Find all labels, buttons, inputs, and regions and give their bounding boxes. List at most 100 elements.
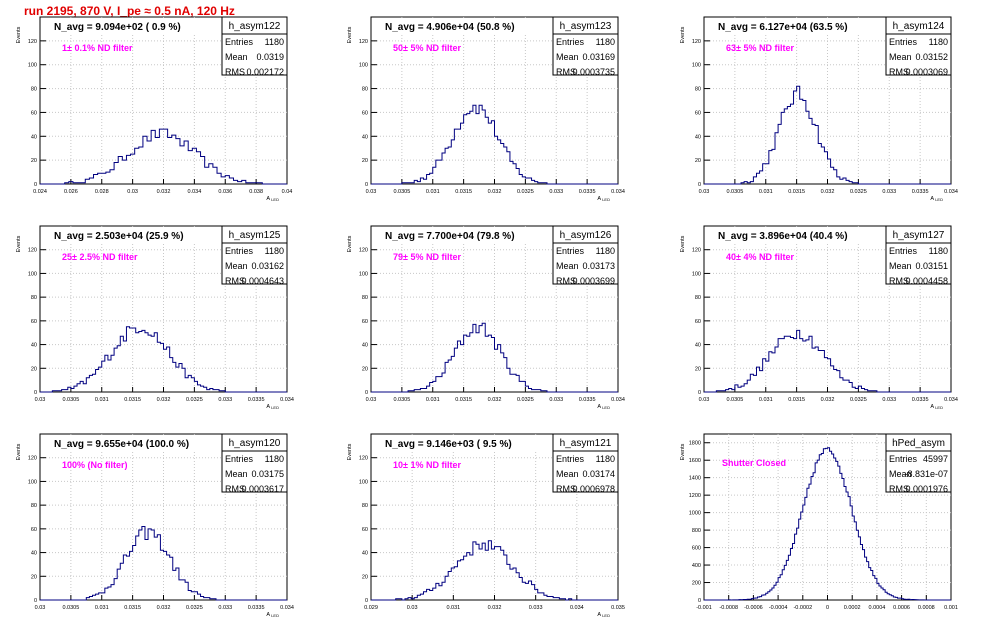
y-tick-label: 120 xyxy=(28,39,37,45)
navg-text: N_avg = 9.094e+02 ( 0.9 %) xyxy=(54,22,181,33)
y-tick-label: 60 xyxy=(362,319,368,325)
y-tick-label: 120 xyxy=(359,248,368,254)
x-tick-label: 0.0335 xyxy=(248,397,265,403)
stats-value-rms: 0.0006978 xyxy=(572,484,615,494)
y-tick-label: 80 xyxy=(362,87,368,93)
filter-annotation: 40± 4% ND filter xyxy=(726,252,794,262)
histogram-panel-h_asym125: 0.03 0.0305 0.031 0.0315 0.032 0.0325 0.033 0.0… xyxy=(16,225,294,410)
y-tick-label: 1600 xyxy=(689,458,701,464)
navg-box xyxy=(50,228,212,242)
x-tick-label: 0.0305 xyxy=(393,397,410,403)
stats-label-rms: RMS xyxy=(225,276,245,286)
x-axis-label: A LED xyxy=(597,196,610,202)
y-tick-label: 120 xyxy=(28,248,37,254)
stats-label-mean: Mean xyxy=(889,52,912,62)
histogram-panel-h_asym122: 0.024 0.026 0.028 0.03 0.032 0.034 0.036 0.038 0… xyxy=(16,16,293,202)
y-tick-label: 40 xyxy=(362,551,368,557)
y-tick-label: 0 xyxy=(365,182,368,188)
x-axis-label-sub: LED xyxy=(270,613,279,618)
x-axis-label-sub: LED xyxy=(934,405,943,410)
x-axis-label: A LED xyxy=(266,196,279,202)
stats-value-rms: 0.0003069 xyxy=(905,67,948,77)
y-tick-label: 1800 xyxy=(689,441,701,447)
stats-label-entries: Entries xyxy=(556,454,585,464)
stats-value-entries: 1180 xyxy=(596,37,615,47)
x-tick-label: 0.033 xyxy=(218,605,232,611)
histogram-panel-hPed_asym: -0.001 -0.0008 -0.0006 -0.0004 -0.0002 0 0.000… xyxy=(680,433,958,611)
x-tick-label: 0.034 xyxy=(944,397,958,403)
y-tick-label: 80 xyxy=(31,295,37,301)
stats-value-mean: -8.831e-07 xyxy=(904,469,948,479)
stats-box xyxy=(221,33,288,76)
stats-box xyxy=(221,242,288,285)
x-tick-label: 0.031 xyxy=(95,605,109,611)
stats-value-mean: 0.03151 xyxy=(915,261,948,271)
navg-box xyxy=(381,436,543,450)
stats-label-rms: RMS xyxy=(556,276,576,286)
y-tick-label: 20 xyxy=(695,366,701,372)
x-tick-label: 0.0006 xyxy=(893,605,910,611)
histogram-series-hPed_asym xyxy=(704,447,951,601)
stats-value-mean: 0.03175 xyxy=(251,469,284,479)
x-tick-label: 0.0315 xyxy=(455,397,472,403)
histogram-name: hPed_asym xyxy=(892,438,945,449)
stats-label-mean: Mean xyxy=(225,52,248,62)
y-tick-label: 80 xyxy=(31,87,37,93)
y-tick-label: 60 xyxy=(31,319,37,325)
x-tick-label: 0.0325 xyxy=(850,189,867,195)
x-tick-label: 0.031 xyxy=(759,397,773,403)
histogram-panel-h_asym126: 0.03 0.0305 0.031 0.0315 0.032 0.0325 0.033 0.0… xyxy=(347,225,625,410)
histogram-name: h_asym120 xyxy=(229,438,281,449)
stats-label-entries: Entries xyxy=(889,246,918,256)
y-axis-label: Events xyxy=(680,443,686,460)
x-tick-label: -0.001 xyxy=(696,605,712,611)
x-tick-label: 0.03 xyxy=(127,189,138,195)
x-tick-label: 0.03 xyxy=(366,397,377,403)
x-axis-label-sub: LED xyxy=(934,197,943,202)
y-tick-label: 0 xyxy=(34,182,37,188)
y-tick-label: 20 xyxy=(31,574,37,580)
filter-annotation: 50± 5% ND filter xyxy=(393,43,461,53)
y-axis-label: Events xyxy=(347,26,353,43)
filter-annotation: 100% (No filter) xyxy=(62,460,128,470)
y-tick-label: 20 xyxy=(31,366,37,372)
x-tick-label: 0.031 xyxy=(95,397,109,403)
x-tick-label: 0.0335 xyxy=(579,189,596,195)
stats-label-rms: RMS xyxy=(225,484,245,494)
histogram-panel-h_asym121: 0.029 0.03 0.031 0.032 0.033 0.034 0.035 0 20 40 6… xyxy=(347,433,625,618)
x-tick-label: 0.033 xyxy=(218,397,232,403)
histogram-name: h_asym123 xyxy=(560,21,612,32)
x-tick-label: 0.0335 xyxy=(248,605,265,611)
x-tick-label: 0.0335 xyxy=(912,189,929,195)
x-tick-label: 0.0325 xyxy=(186,605,203,611)
y-tick-label: 0 xyxy=(365,390,368,396)
y-tick-label: 40 xyxy=(31,343,37,349)
x-tick-label: 0.001 xyxy=(944,605,958,611)
x-tick-label: -0.0008 xyxy=(719,605,738,611)
y-tick-label: 1000 xyxy=(689,511,701,517)
stats-value-mean: 0.03174 xyxy=(582,469,615,479)
x-tick-label: 0.0335 xyxy=(579,397,596,403)
stats-label-mean: Mean xyxy=(556,52,579,62)
stats-value-mean: 0.03169 xyxy=(582,52,615,62)
stats-label-mean: Mean xyxy=(889,469,912,479)
stats-value-rms: 0.0004458 xyxy=(905,276,948,286)
x-tick-label: 0.0325 xyxy=(850,397,867,403)
x-tick-label: -0.0002 xyxy=(793,605,812,611)
x-tick-label: 0.03 xyxy=(35,397,46,403)
y-tick-label: 120 xyxy=(692,39,701,45)
y-tick-label: 800 xyxy=(692,528,701,534)
navg-text: N_avg = 3.896e+04 (40.4 %) xyxy=(718,231,848,242)
histogram-name: h_asym121 xyxy=(560,438,612,449)
histogram-panel-h_asym127: 0.03 0.0305 0.031 0.0315 0.032 0.0325 0.033 0.0… xyxy=(680,225,958,410)
x-axis-label-sub: LED xyxy=(270,405,279,410)
x-tick-label: 0.0004 xyxy=(868,605,885,611)
x-tick-label: 0.031 xyxy=(446,605,460,611)
y-axis-label: Events xyxy=(347,235,353,252)
filter-annotation: 25± 2.5% ND filter xyxy=(62,252,138,262)
y-tick-label: 60 xyxy=(31,110,37,116)
x-tick-label: 0.04 xyxy=(282,189,293,195)
x-tick-label: 0.0008 xyxy=(918,605,935,611)
navg-box xyxy=(714,19,876,33)
x-axis-label: A LED xyxy=(930,404,943,410)
